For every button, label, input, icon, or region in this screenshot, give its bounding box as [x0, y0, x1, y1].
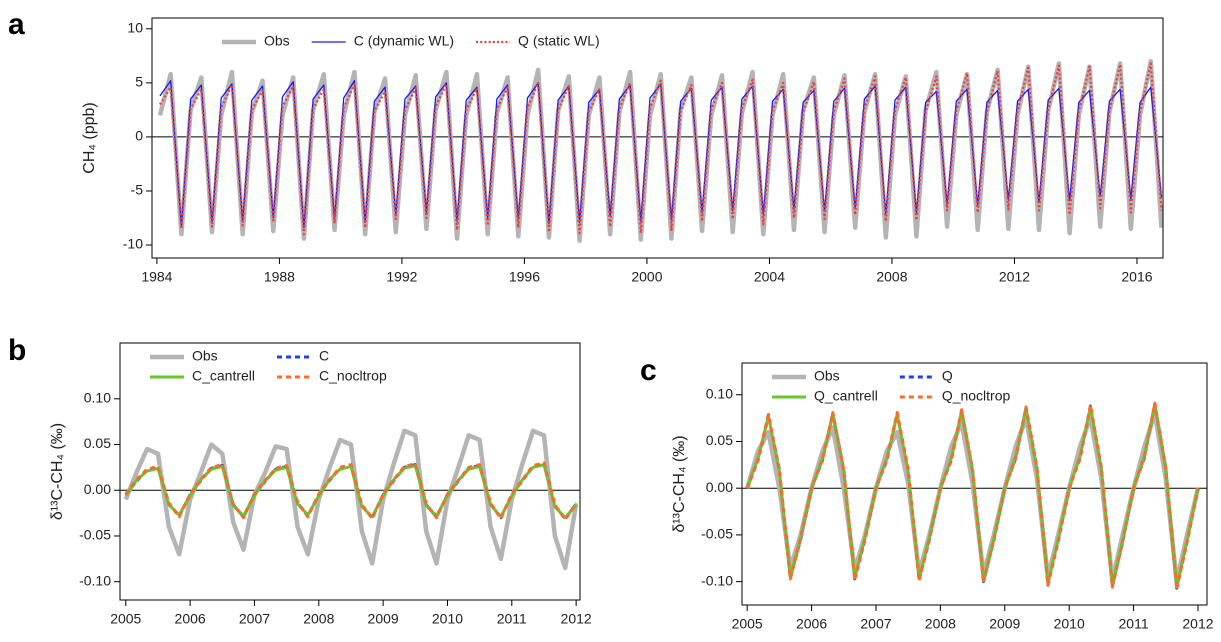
x-tick-label: 2004 — [754, 269, 785, 285]
y-tick-label: -0.05 — [79, 527, 111, 543]
x-tick-label: 1996 — [509, 269, 540, 285]
x-tick-label: 2010 — [1054, 616, 1085, 632]
x-tick-label: 2005 — [732, 616, 763, 632]
x-tick-label: 2011 — [497, 611, 527, 627]
y-axis-label: δ¹³C-CH₄ (‰) — [671, 435, 688, 532]
y-tick-label: 0.10 — [84, 389, 111, 405]
y-tick-label: 0.05 — [706, 432, 733, 448]
y-tick-label: -0.10 — [79, 572, 111, 588]
x-tick-label: 2010 — [432, 611, 463, 627]
y-tick-label: 0 — [135, 128, 143, 144]
legend: Obs Q Q_cantrell Q_nocltrop — [772, 368, 1011, 404]
series-line — [123, 428, 579, 571]
x-tick-label: 1984 — [141, 269, 172, 285]
legend: Obs C (dynamic WL) Q (static WL) — [222, 33, 600, 49]
y-tick-label: -0.05 — [701, 526, 733, 542]
x-tick-label: 2000 — [631, 269, 662, 285]
legend-label: Q_nocltrop — [942, 388, 1011, 404]
y-axis-label: δ¹³C-CH₄ (‰) — [49, 423, 66, 520]
legend-label: C — [319, 348, 329, 364]
x-tick-label: 2009 — [989, 616, 1020, 632]
x-tick-label: 2016 — [1121, 269, 1152, 285]
x-tick-label: 2009 — [368, 611, 399, 627]
y-tick-label: 5 — [135, 74, 143, 90]
legend-label: Q (static WL) — [518, 33, 600, 49]
y-tick-label: 0.00 — [706, 479, 733, 495]
y-tick-label: -5 — [131, 182, 144, 198]
x-tick-label: 2005 — [110, 611, 141, 627]
y-tick-label: 10 — [127, 20, 143, 36]
y-tick-label: -10 — [123, 236, 143, 252]
y-tick-label: 0.05 — [84, 435, 111, 451]
panel-label: c — [640, 354, 657, 387]
x-tick-label: 2008 — [876, 269, 907, 285]
x-tick-label: 2008 — [925, 616, 956, 632]
y-tick-label: -0.10 — [701, 572, 733, 588]
panel-label: b — [8, 334, 26, 367]
legend-label: Obs — [192, 348, 218, 364]
x-tick-label: 2007 — [239, 611, 270, 627]
x-tick-label: 2006 — [796, 616, 827, 632]
x-tick-label: 2012 — [1182, 616, 1213, 632]
panel-label: a — [8, 8, 25, 41]
legend-label: C_cantrell — [192, 368, 255, 384]
x-tick-label: 2011 — [1119, 616, 1149, 632]
legend: Obs C C_cantrell C_nocltrop — [150, 348, 387, 384]
legend-label: C (dynamic WL) — [354, 33, 454, 49]
series-line — [124, 461, 578, 522]
legend-label: Q_cantrell — [814, 388, 878, 404]
x-tick-label: 1988 — [264, 269, 295, 285]
y-axis-label: CH₄ (ppb) — [81, 102, 98, 173]
y-tick-label: 0.00 — [84, 481, 111, 497]
y-tick-label: 0.10 — [706, 385, 733, 401]
legend-label: Q — [942, 368, 953, 384]
x-tick-label: 1992 — [386, 269, 417, 285]
x-tick-label: 2007 — [860, 616, 891, 632]
legend-label: Obs — [264, 33, 290, 49]
legend-label: Obs — [814, 368, 840, 384]
x-tick-label: 2012 — [999, 269, 1030, 285]
x-tick-label: 2012 — [561, 611, 592, 627]
series-line — [159, 62, 1163, 236]
plot-frame — [151, 17, 1164, 259]
plot-frame — [741, 362, 1208, 606]
legend-label: C_nocltrop — [319, 368, 387, 384]
series-line — [745, 401, 1200, 591]
x-tick-label: 2008 — [303, 611, 334, 627]
plot-frame — [119, 342, 581, 601]
x-tick-label: 2006 — [175, 611, 206, 627]
